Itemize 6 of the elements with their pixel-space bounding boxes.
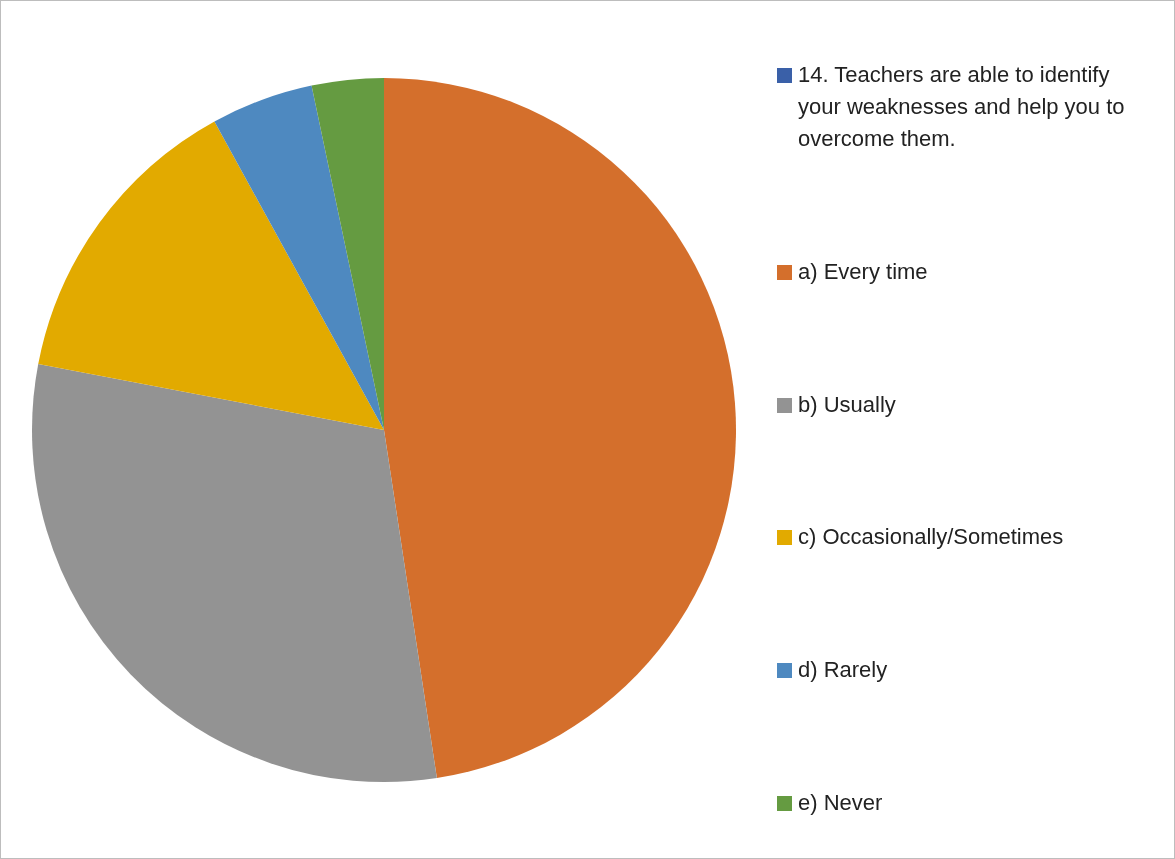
legend-label: d) Rarely [798, 656, 888, 685]
legend-label: b) Usually [798, 390, 896, 419]
legend-label: a) Every time [798, 257, 928, 286]
legend-label: 14. Teachers are able to identify your weaknesses and help you to overcome them. [798, 61, 1126, 153]
legend-label: e) Never [798, 789, 883, 817]
legend-label: c) Occasionally/Sometimes [798, 523, 1064, 552]
